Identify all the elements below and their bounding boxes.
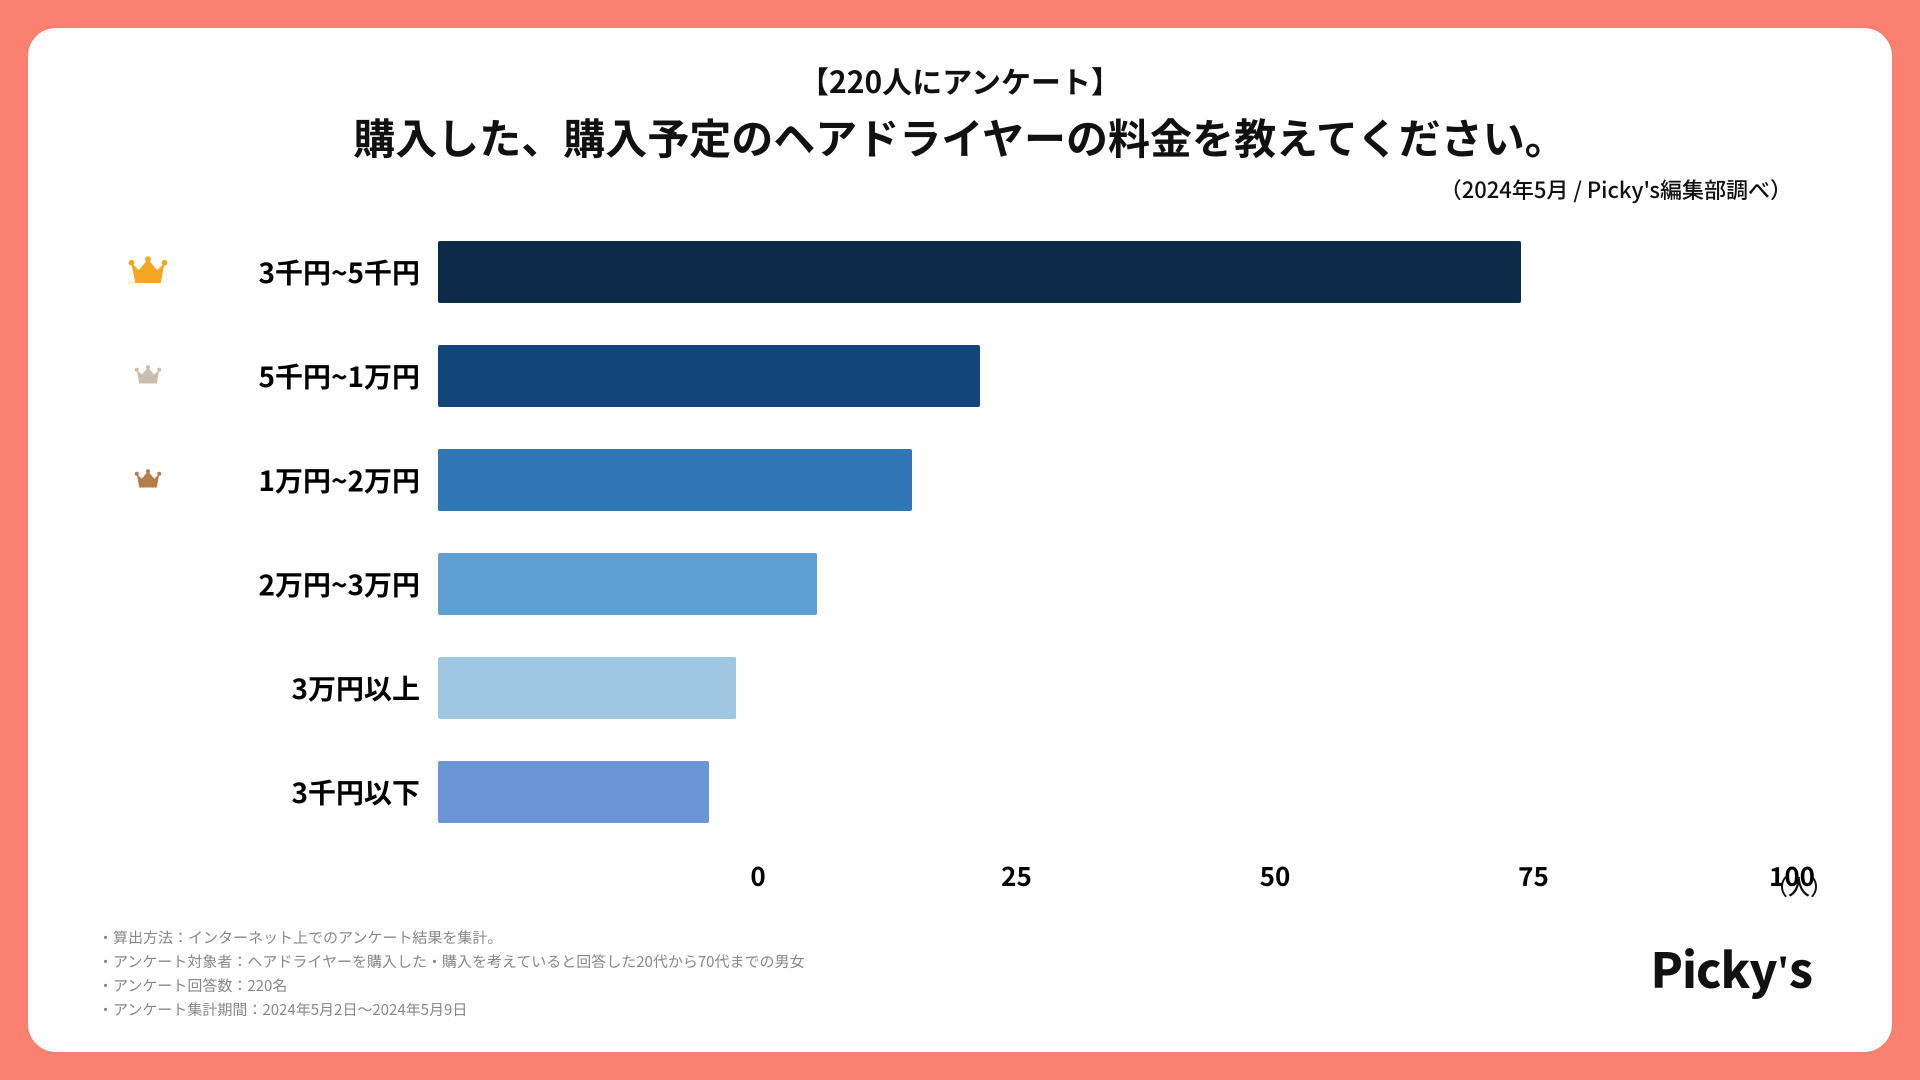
bar	[438, 241, 1521, 303]
title-block: 【220人にアンケート】 購入した、購入予定のヘアドライヤーの料金を教えてくださ…	[88, 58, 1832, 205]
chart-row: 1万円~2万円	[118, 441, 1792, 519]
bar-label: 3千円~5千円	[178, 252, 438, 292]
bar-chart: 3千円~5千円 5千円~1万円 1万円~2万円 2万円~3万円 3万円以上 3千円以下	[88, 233, 1832, 831]
bar-label: 3千円以下	[178, 772, 438, 812]
chart-row: 3千円~5千円	[118, 233, 1792, 311]
bar-track	[438, 449, 1792, 511]
bar	[438, 657, 736, 719]
bar-label: 1万円~2万円	[178, 460, 438, 500]
brand-logo: Picky's	[1651, 932, 1813, 1002]
bar-track	[438, 657, 1792, 719]
sub-caption: （2024年5月 / Picky's編集部調べ）	[88, 173, 1832, 205]
footnote-line: ・アンケート対象者：ヘアドライヤーを購入した・購入を考えていると回答した20代か…	[98, 950, 805, 974]
crown-icon	[118, 250, 178, 294]
footnote-line: ・算出方法：インターネット上でのアンケート結果を集計。	[98, 926, 805, 950]
chart-row: 3千円以下	[118, 753, 1792, 831]
footnote-line: ・アンケート集計期間：2024年5月2日〜2024年5月9日	[98, 998, 805, 1022]
crown-icon	[118, 361, 178, 391]
bar-label: 2万円~3万円	[178, 564, 438, 604]
bar-track	[438, 241, 1792, 303]
card: 【220人にアンケート】 購入した、購入予定のヘアドライヤーの料金を教えてくださ…	[28, 28, 1892, 1052]
crown-icon	[118, 465, 178, 495]
chart-row: 3万円以上	[118, 649, 1792, 727]
bar	[438, 449, 912, 511]
main-title: 購入した、購入予定のヘアドライヤーの料金を教えてください。	[88, 106, 1832, 167]
bar-track	[438, 553, 1792, 615]
axis-tick: 50	[1260, 857, 1291, 894]
axis-tick: 0	[750, 857, 765, 894]
axis-track: 0255075100	[758, 857, 1792, 887]
footnotes: ・算出方法：インターネット上でのアンケート結果を集計。・アンケート対象者：ヘアド…	[98, 926, 805, 1022]
bar-track	[438, 345, 1792, 407]
axis-unit-label: （人）	[1766, 870, 1832, 902]
axis-tick: 25	[1001, 857, 1032, 894]
brand-text: Picky's	[1651, 932, 1813, 1002]
chart-row: 2万円~3万円	[118, 545, 1792, 623]
bar	[438, 761, 709, 823]
bar-label: 3万円以上	[178, 668, 438, 708]
bar	[438, 553, 817, 615]
survey-tag: 【220人にアンケート】	[88, 58, 1832, 102]
bar-track	[438, 761, 1792, 823]
footnote-line: ・アンケート回答数：220名	[98, 974, 805, 998]
x-axis: 0255075100	[88, 857, 1832, 887]
bar	[438, 345, 980, 407]
axis-tick: 75	[1518, 857, 1549, 894]
bar-label: 5千円~1万円	[178, 356, 438, 396]
chart-row: 5千円~1万円	[118, 337, 1792, 415]
